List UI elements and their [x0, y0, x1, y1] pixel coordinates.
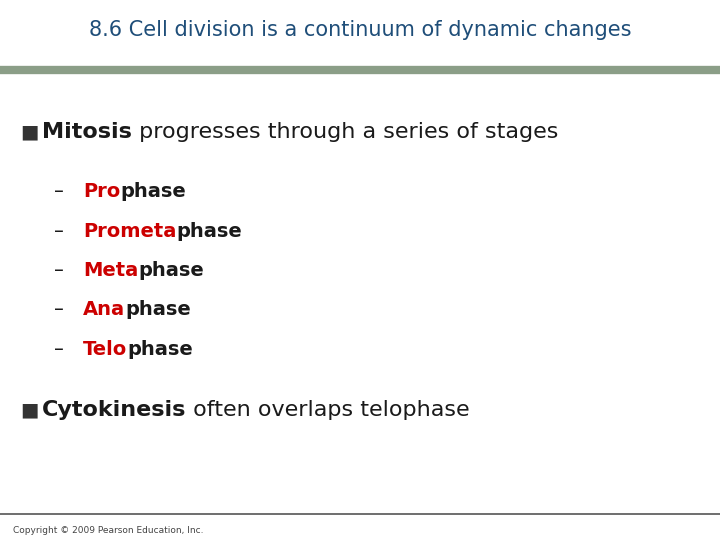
Text: progresses through a series of stages: progresses through a series of stages	[132, 122, 558, 143]
Text: phase: phase	[138, 261, 204, 280]
Text: phase: phase	[127, 340, 193, 359]
Text: ■: ■	[20, 401, 39, 420]
Text: –: –	[54, 340, 64, 359]
Text: –: –	[54, 221, 64, 241]
Text: 8.6 Cell division is a continuum of dynamic changes: 8.6 Cell division is a continuum of dyna…	[89, 19, 631, 40]
Text: Ana: Ana	[83, 300, 125, 320]
Text: phase: phase	[120, 182, 186, 201]
Text: phase: phase	[176, 221, 242, 241]
Text: phase: phase	[125, 300, 191, 320]
Text: ■: ■	[20, 123, 39, 142]
Text: –: –	[54, 261, 64, 280]
Text: Pro: Pro	[83, 182, 120, 201]
Text: –: –	[54, 182, 64, 201]
Text: Cytokinesis: Cytokinesis	[42, 400, 186, 421]
Text: Mitosis: Mitosis	[42, 122, 132, 143]
Text: often overlaps telophase: often overlaps telophase	[186, 400, 469, 421]
Text: Copyright © 2009 Pearson Education, Inc.: Copyright © 2009 Pearson Education, Inc.	[13, 526, 204, 535]
Text: Meta: Meta	[83, 261, 138, 280]
Text: Prometa: Prometa	[83, 221, 176, 241]
Text: Telo: Telo	[83, 340, 127, 359]
Text: –: –	[54, 300, 64, 320]
